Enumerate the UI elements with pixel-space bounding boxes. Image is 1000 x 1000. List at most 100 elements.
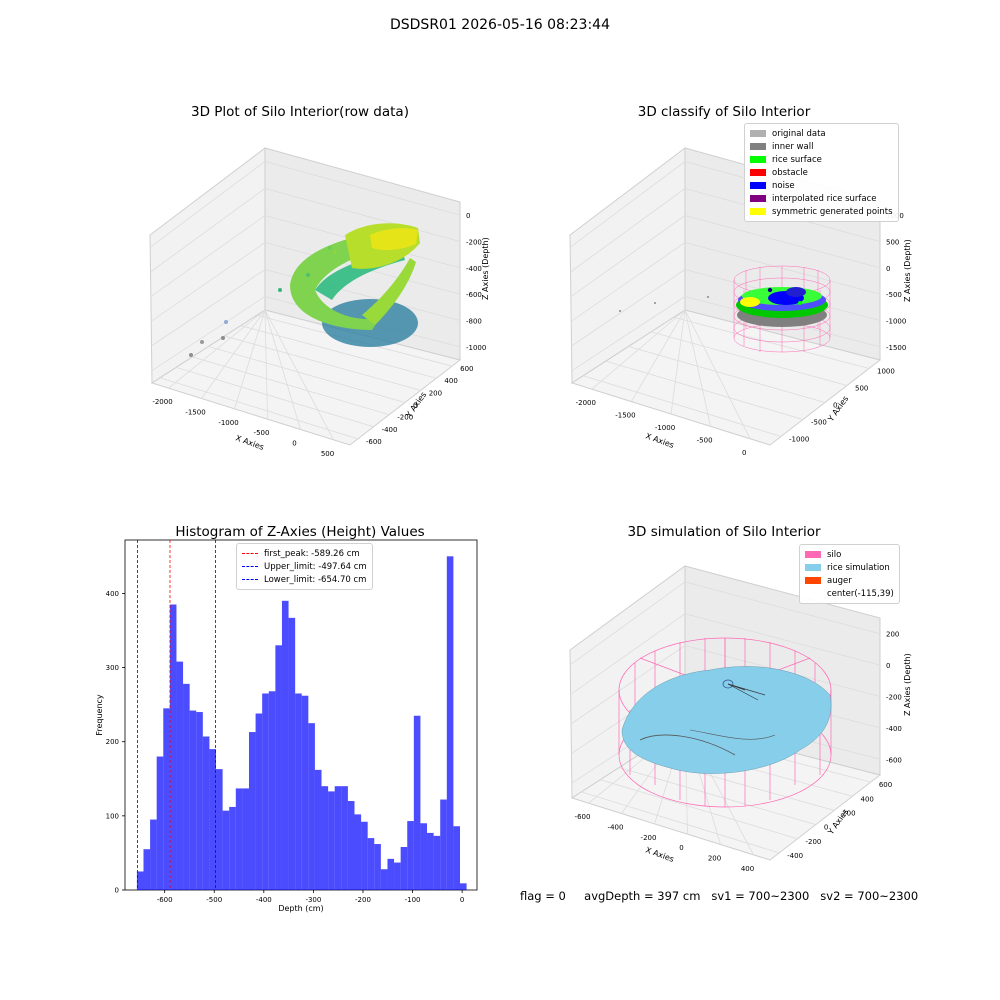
simulation-rice-surface: [621, 666, 832, 774]
histogram-legend-line: [242, 553, 258, 554]
status-sv2: sv2 = 700~2300: [820, 889, 919, 903]
histogram-bar: [387, 858, 395, 890]
cls-y-tick: 0: [833, 402, 837, 410]
histogram-x-tick: -200: [355, 896, 371, 904]
cls-z-tick: -1000: [886, 318, 906, 326]
histogram-bar: [459, 883, 467, 890]
simulation-y-tick-labels: -400-2000 200 400 600: [787, 781, 892, 860]
histogram-bar: [301, 695, 309, 890]
histogram-x-tick: 0: [460, 896, 464, 904]
histogram-bar: [248, 732, 256, 890]
raw-y-tick: 400: [444, 377, 457, 385]
sim-x-tick: 200: [708, 855, 721, 863]
histogram-bar: [374, 844, 381, 890]
histogram-bar: [420, 823, 428, 890]
classify-legend-label: interpolated rice surface: [772, 193, 877, 204]
raw-x-tick-labels: -2000 -1500 -1000 -500 0 500: [152, 398, 334, 458]
histogram-bar: [143, 849, 151, 890]
histogram-bar: [314, 769, 322, 890]
cls-x-tick: -500: [697, 436, 713, 444]
cls-x-tick: -1000: [655, 424, 675, 432]
raw-z-tick: -400: [466, 265, 482, 273]
simulation-z-label: Z Axies (Depth): [903, 653, 912, 716]
sim-x-tick: -600: [575, 813, 591, 821]
cls-z-tick: -1500: [886, 344, 906, 352]
classify-legend-swatch: [750, 143, 766, 150]
sim-y-tick: 600: [879, 781, 892, 789]
simulation-legend-item: silo: [805, 548, 894, 561]
histogram-chart[interactable]: -600 -500 -400 -300 -200 -100 0 0100200300400 …: [90, 535, 490, 920]
raw-y-tick: 600: [460, 365, 473, 373]
histogram-bar: [150, 819, 157, 890]
status-flag: flag = 0: [520, 889, 566, 903]
histogram-bar: [407, 821, 414, 890]
classify-legend-label: inner wall: [772, 141, 814, 152]
sim-y-tick: -200: [806, 838, 822, 846]
histogram-bar: [268, 691, 276, 890]
simulation-legend-item: center(-115,39): [805, 587, 894, 600]
histogram-bar: [427, 832, 434, 890]
histogram-y-label: Frequency: [95, 694, 104, 736]
histogram-bar: [169, 604, 177, 890]
cls-z-tick: 0: [886, 265, 890, 273]
histogram-bar: [136, 871, 144, 890]
histogram-y-tick: 0: [115, 887, 119, 895]
classify-3d-plot[interactable]: -2000 -1500 -1000 -500 0 -1000 -500 0 500 1000 1…: [560, 140, 940, 480]
histogram-bar: [295, 693, 302, 890]
histogram-x-tick: -600: [157, 896, 173, 904]
raw-y-tick: -200: [397, 414, 413, 422]
histogram-x-ticks: -600 -500 -400 -300 -200 -100 0: [157, 890, 464, 904]
classify-legend-item: obstacle: [750, 166, 893, 179]
status-avg-depth: avgDepth = 397 cm: [584, 889, 701, 903]
histogram-x-tick: -500: [206, 896, 222, 904]
cls-y-tick: -500: [811, 419, 827, 427]
raw-z-tick-labels: 0 -200 -400 -600 -800 -1000: [466, 212, 486, 352]
histogram-legend-label: first_peak: -589.26 cm: [264, 548, 360, 559]
classify-legend-item: inner wall: [750, 140, 893, 153]
raw-z-tick: -200: [466, 239, 482, 247]
classify-axes-panes: [569, 146, 882, 446]
histogram-bar: [361, 821, 368, 890]
histogram-bar: [262, 693, 269, 890]
histogram-bar: [222, 810, 230, 890]
raw-point-cloud: [189, 223, 420, 357]
classify-legend-swatch: [750, 208, 766, 215]
sim-z-tick: 200: [886, 631, 899, 639]
simulation-plot-title: 3D simulation of Silo Interior: [627, 524, 821, 540]
sim-y-tick: 400: [861, 795, 874, 803]
classify-legend-swatch: [750, 195, 766, 202]
classify-plot-title: 3D classify of Silo Interior: [637, 104, 811, 120]
histogram-bar: [183, 683, 190, 890]
histogram-bar: [255, 713, 263, 890]
histogram-bar: [163, 708, 170, 890]
raw-x-tick: 500: [321, 450, 334, 458]
sim-z-tick: 0: [886, 662, 890, 670]
raw-plot-title: 3D Plot of Silo Interior(row data): [191, 104, 409, 120]
simulation-x-label: X Axies: [644, 845, 675, 864]
cls-x-tick: -2000: [576, 399, 596, 407]
histogram-x-tick: -400: [256, 896, 272, 904]
raw-z-tick: -1000: [466, 344, 486, 352]
cls-y-tick: 1000: [877, 368, 895, 376]
histogram-bar: [440, 799, 447, 890]
histogram-x-label: Depth (cm): [278, 904, 323, 913]
histogram-x-tick: -100: [405, 896, 421, 904]
classify-x-label: X Axies: [644, 431, 675, 450]
histogram-bar: [216, 769, 223, 890]
simulation-legend-swatch: [805, 577, 821, 584]
histogram-legend-item: Upper_limit: -497.64 cm: [242, 560, 367, 573]
classify-legend-item: rice surface: [750, 153, 893, 166]
simulation-legend-swatch: [805, 564, 821, 571]
sim-x-tick: -400: [608, 824, 624, 832]
classify-legend-item: interpolated rice surface: [750, 192, 893, 205]
cls-y-tick: -1000: [789, 436, 809, 444]
raw-z-tick: -600: [466, 291, 482, 299]
histogram-bar: [334, 786, 342, 890]
histogram-bar: [229, 806, 236, 890]
sim-x-tick: 400: [741, 865, 754, 873]
histogram-bar: [380, 869, 388, 890]
histogram-bar: [400, 846, 408, 890]
